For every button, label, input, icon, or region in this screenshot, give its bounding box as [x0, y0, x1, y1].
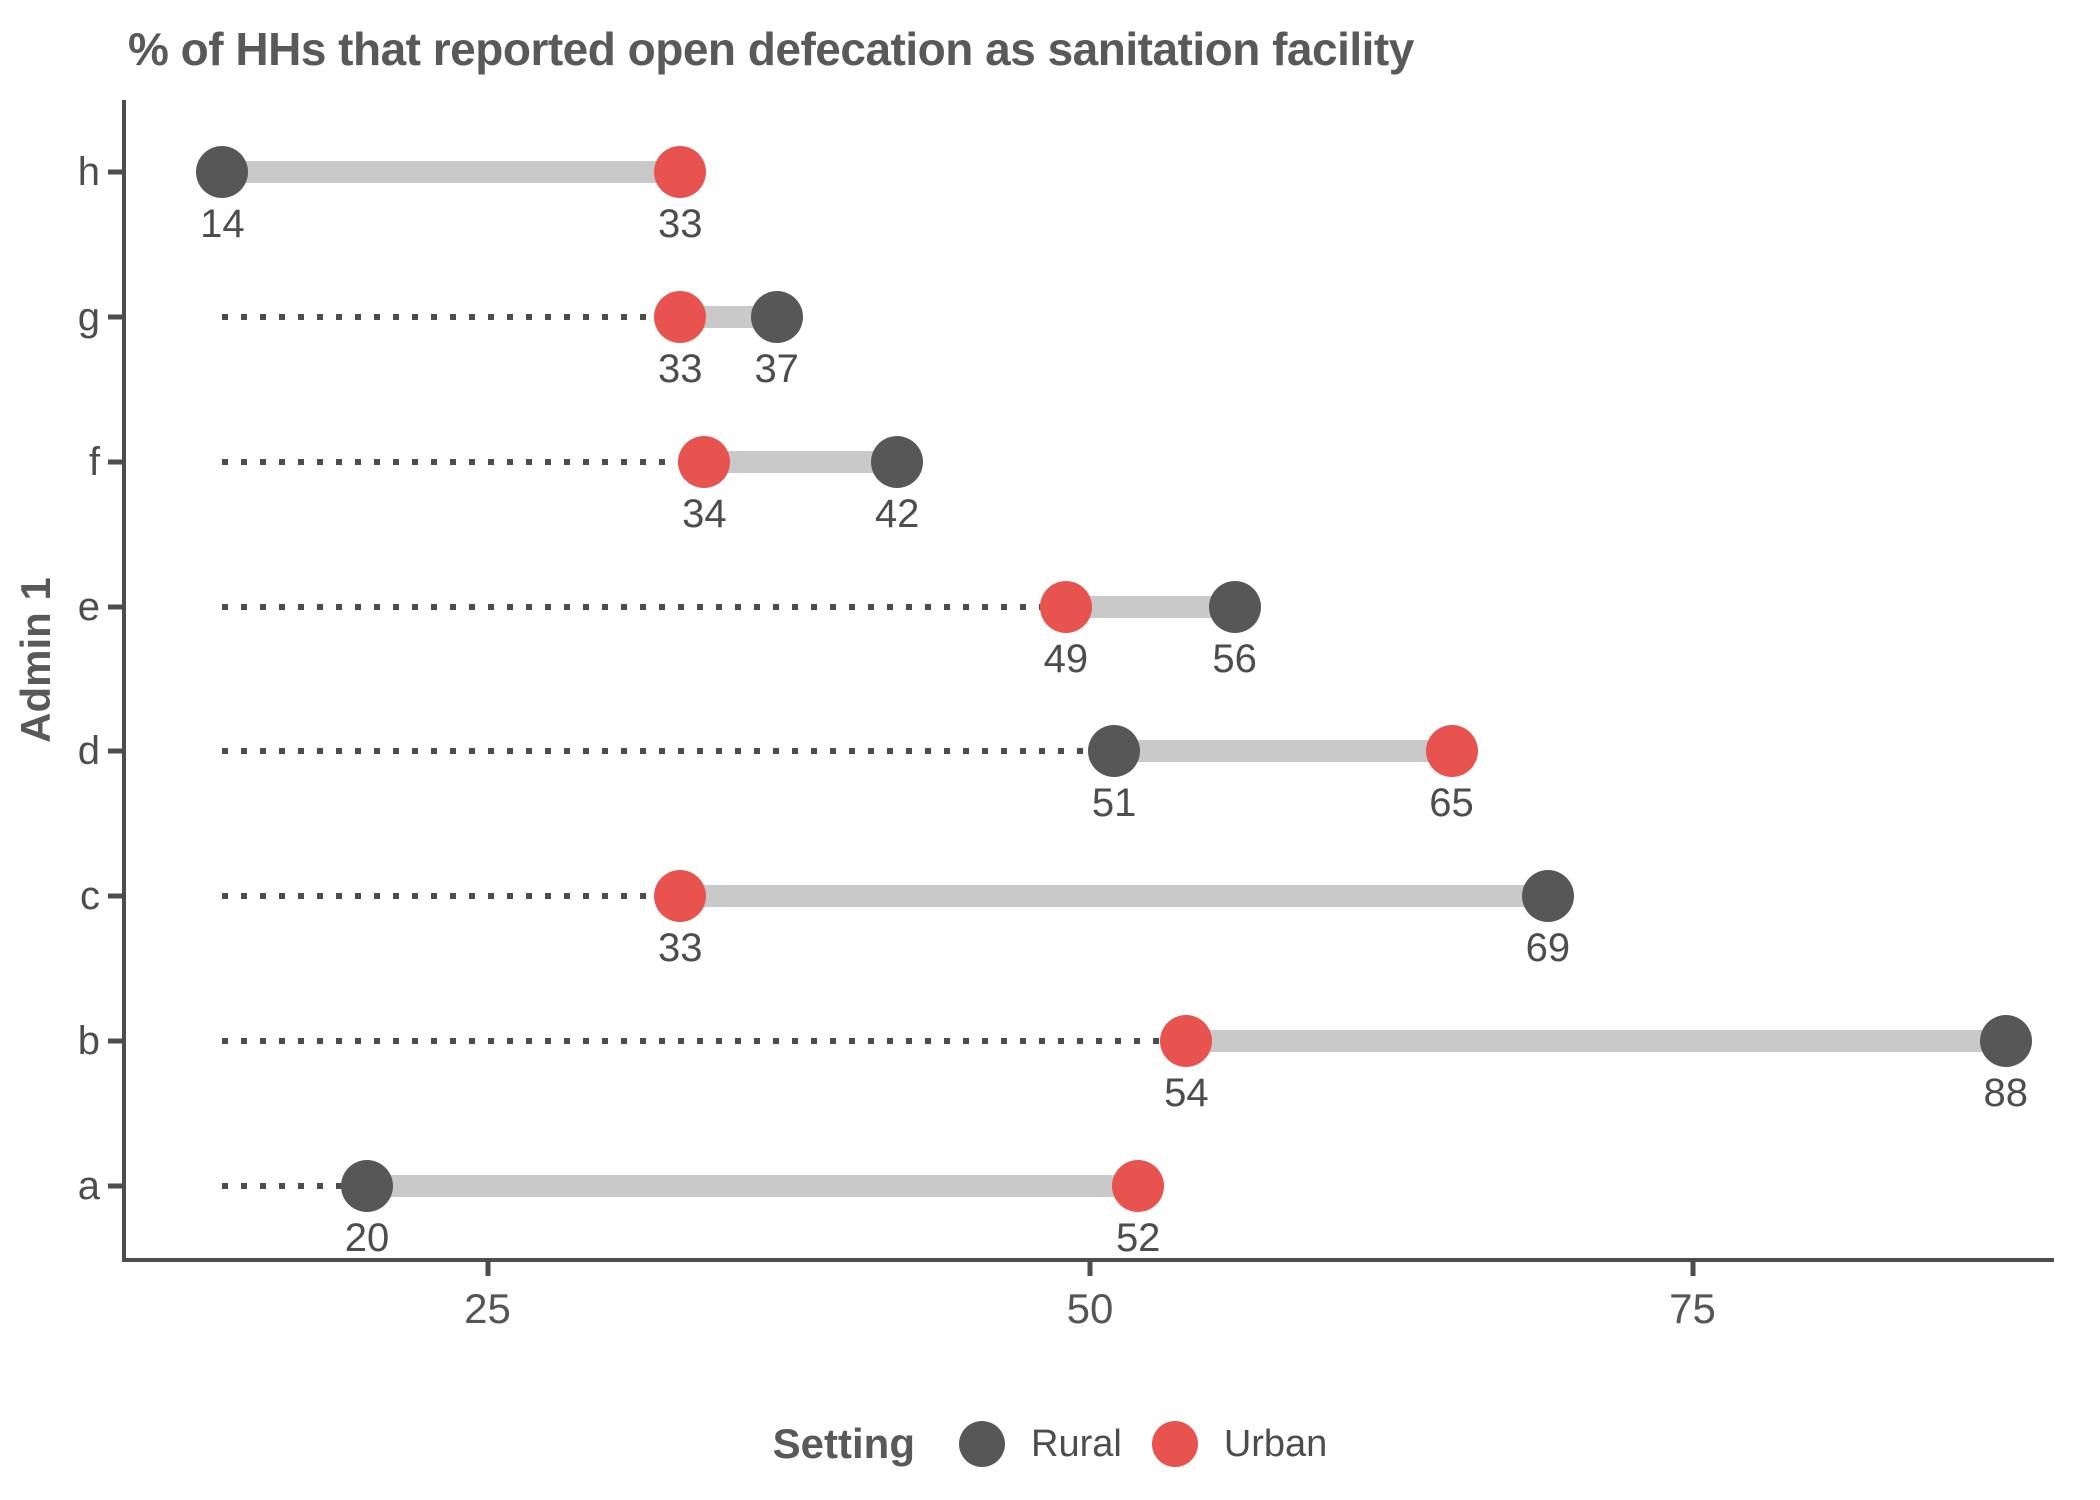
urban-point — [1425, 725, 1478, 778]
dotted-baseline-segment — [222, 314, 681, 321]
connector-bar — [680, 885, 1548, 908]
rural-swatch-icon — [959, 1421, 1005, 1467]
connector-bar — [367, 1174, 1139, 1197]
connector-bar — [1186, 1029, 2006, 1052]
value-label: 51 — [1091, 781, 1137, 826]
y-tick-label-a: a — [77, 1163, 100, 1208]
value-label: 54 — [1164, 1070, 1209, 1115]
urban-point — [654, 291, 707, 344]
dotted-baseline-segment — [222, 1037, 1187, 1044]
dotted-baseline-segment — [222, 603, 1066, 610]
y-tick-label-d: d — [77, 729, 100, 774]
y-tick-label-b: b — [77, 1018, 100, 1063]
urban-point — [678, 435, 731, 488]
urban-point — [654, 146, 707, 199]
rural-point — [1088, 725, 1141, 778]
rural-point — [750, 291, 803, 344]
y-tick-mark — [108, 1038, 122, 1044]
connector-bar — [704, 450, 898, 473]
legend: Setting Rural Urban — [0, 1420, 2100, 1468]
connector-bar — [222, 161, 681, 184]
y-tick-mark — [108, 459, 122, 465]
connector-bar — [1065, 595, 1235, 618]
connector-bar — [1114, 740, 1452, 763]
dotted-baseline-segment — [222, 458, 705, 465]
rural-point — [1521, 870, 1574, 923]
legend-title: Setting — [772, 1420, 915, 1467]
rural-point — [196, 146, 249, 199]
y-tick-label-e: e — [77, 584, 100, 629]
dotted-baseline-segment — [222, 1182, 367, 1189]
value-label: 37 — [754, 347, 799, 392]
urban-point — [1160, 1014, 1213, 1067]
value-label: 20 — [344, 1215, 390, 1260]
value-label: 88 — [1983, 1070, 2029, 1115]
value-label: 33 — [658, 202, 703, 247]
legend-item-rural: Rural — [959, 1421, 1122, 1467]
legend-label-urban: Urban — [1223, 1422, 1328, 1465]
y-tick-label-f: f — [88, 439, 100, 484]
rural-point — [1208, 580, 1261, 633]
chart-title: % of HHs that reported open defecation a… — [128, 23, 1414, 75]
plot-panel: h 14 33 g 37 33 f 42 34 e 56 49 d 51 65 c 69 33 b 88 54 a 20 52… — [78, 100, 2054, 1330]
rural-point — [341, 1159, 393, 1212]
x-tick-label-75: 75 — [1669, 1285, 1716, 1332]
y-tick-label-g: g — [77, 295, 100, 340]
y-tick-label-c: c — [80, 874, 100, 919]
y-tick-mark — [108, 748, 122, 754]
value-label: 49 — [1043, 636, 1089, 681]
value-label: 33 — [658, 926, 703, 971]
y-tick-mark — [108, 169, 122, 175]
value-label: 69 — [1525, 926, 1571, 971]
x-tick-label-50: 50 — [1066, 1285, 1114, 1332]
x-tick-label-25: 25 — [464, 1285, 511, 1332]
legend-label-rural: Rural — [1031, 1422, 1122, 1465]
x-tick-mark — [1087, 1262, 1093, 1276]
urban-point — [654, 870, 707, 923]
urban-point — [1039, 580, 1092, 633]
y-tick-mark — [108, 604, 122, 610]
y-tick-mark — [108, 893, 122, 899]
y-tick-mark — [108, 314, 122, 320]
value-label: 33 — [658, 347, 703, 392]
rural-point — [871, 435, 924, 488]
rural-point — [1979, 1014, 2032, 1067]
dotted-baseline-segment — [222, 893, 681, 900]
x-tick-mark — [1690, 1262, 1695, 1276]
x-tick-mark — [485, 1262, 490, 1276]
y-tick-mark — [108, 1183, 122, 1189]
value-label: 42 — [874, 491, 920, 536]
y-tick-label-h: h — [77, 150, 100, 195]
legend-item-urban: Urban — [1151, 1421, 1328, 1467]
dotted-baseline-segment — [222, 748, 1115, 755]
value-label: 52 — [1115, 1215, 1161, 1260]
value-label: 34 — [682, 491, 727, 536]
value-label: 14 — [200, 202, 245, 247]
urban-point — [1112, 1159, 1165, 1212]
value-label: 56 — [1212, 636, 1257, 681]
urban-swatch-icon — [1151, 1421, 1198, 1467]
value-label: 65 — [1429, 781, 1474, 826]
